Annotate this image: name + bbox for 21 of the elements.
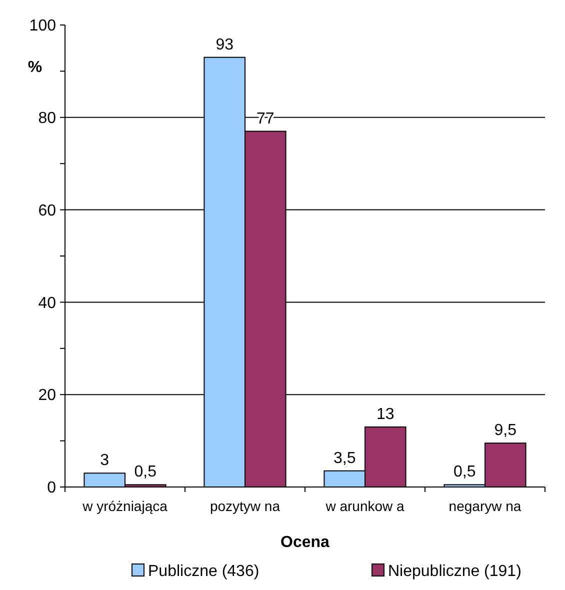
y-tick-label: 0 (47, 480, 56, 497)
y-tick-label: 20 (38, 387, 56, 404)
x-tick-label: w arunkow a (324, 498, 405, 514)
y-tick-label: 80 (38, 110, 56, 127)
y-tick-label: 60 (38, 202, 56, 220)
data-label: 93 (216, 36, 234, 54)
data-label: 3,5 (333, 450, 356, 467)
x-axis-title: Ocena (280, 534, 330, 551)
data-label: 0,5 (453, 464, 476, 481)
x-tick-label: w yróżniająca (82, 498, 168, 514)
legend-label: Publiczne (436) (148, 563, 260, 580)
x-tick-label: pozytyw na (210, 498, 280, 514)
y-tick-label: 100 (29, 18, 56, 35)
y-axis-title: % (28, 59, 42, 76)
data-label: 0,5 (134, 464, 157, 481)
data-label: 3 (100, 452, 110, 470)
data-label: 9,5 (494, 422, 517, 440)
y-tick-label: 40 (38, 294, 56, 312)
legend-label: Niepubliczne (191) (388, 563, 522, 580)
x-tick-label: negaryw na (448, 498, 522, 514)
data-label: 13 (376, 406, 394, 423)
